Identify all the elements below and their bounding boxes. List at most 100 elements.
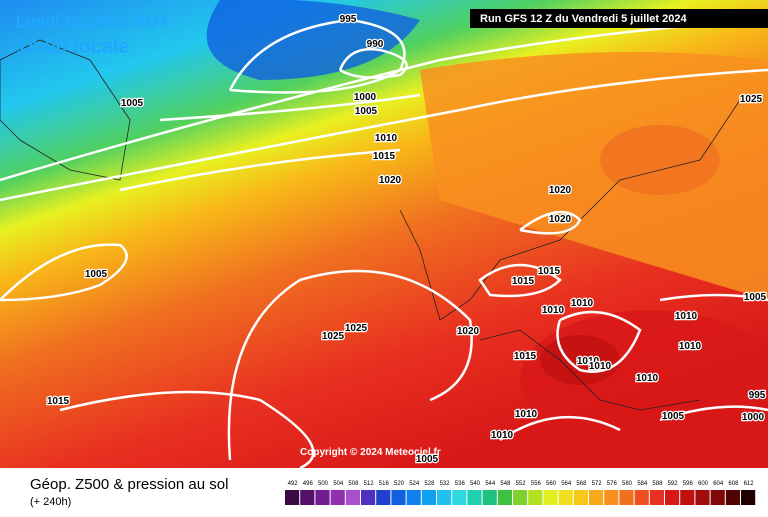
legend-tick-label: 520 (394, 481, 405, 487)
isobar-label: 1020 (549, 214, 572, 225)
legend-cell (589, 490, 604, 505)
isobar-label: 1015 (512, 276, 535, 287)
isobar-label: 1010 (375, 133, 398, 144)
legend-tick-label: 552 (516, 481, 527, 487)
isobar-label: 1010 (491, 430, 514, 441)
isobar-label: 1010 (589, 361, 612, 372)
isobar-label: 1005 (662, 411, 685, 422)
legend-tick-label: 588 (652, 481, 663, 487)
isobar-label: 1010 (571, 298, 594, 309)
legend-cell (391, 490, 406, 505)
isobar-label: 1010 (679, 341, 702, 352)
legend-tick-label: 612 (744, 481, 755, 487)
legend-tick-label: 604 (713, 481, 724, 487)
legend-tick-label: 572 (592, 481, 603, 487)
legend-cell (741, 490, 756, 505)
legend-cell (376, 490, 391, 505)
time: 14:00 locale (16, 36, 129, 58)
legend-cell (665, 490, 680, 505)
isobar-label: 1015 (47, 396, 70, 407)
isobar-label: 1010 (515, 409, 538, 420)
footer-title: Géop. Z500 & pression au sol (30, 476, 228, 493)
date: Lundi 15 juillet 2024 (16, 14, 168, 31)
legend-cell (513, 490, 528, 505)
legend-cell (452, 490, 467, 505)
legend-cell (406, 490, 421, 505)
legend-cell (330, 490, 345, 505)
legend-cell (467, 490, 482, 505)
legend-tick-label: 536 (455, 481, 466, 487)
legend-cell (573, 490, 588, 505)
isobar-label: 1020 (379, 175, 402, 186)
map (0, 0, 768, 470)
legend-tick-label: 500 (318, 481, 329, 487)
isobar-label: 1005 (121, 98, 144, 109)
legend-cell (497, 490, 512, 505)
legend-tick-label: 508 (348, 481, 359, 487)
isobar-label: 990 (367, 39, 384, 50)
legend-tick-label: 492 (288, 481, 299, 487)
legend-tick-label: 568 (576, 481, 587, 487)
legend-cell (285, 490, 300, 505)
legend-cell (528, 490, 543, 505)
legend-cell (482, 490, 497, 505)
legend-cell (604, 490, 619, 505)
legend-tick-label: 608 (728, 481, 739, 487)
legend-tick-label: 576 (607, 481, 618, 487)
isobar-label: 1010 (636, 373, 659, 384)
legend-tick-label: 544 (485, 481, 496, 487)
legend-cell (649, 490, 664, 505)
legend-cell (619, 490, 634, 505)
legend-cell (558, 490, 573, 505)
isobar-label: 1010 (675, 311, 698, 322)
legend-cell (345, 490, 360, 505)
legend-cell (543, 490, 558, 505)
legend-cell (315, 490, 330, 505)
isobar-label: 1005 (416, 454, 439, 465)
isobar-label: 1005 (355, 106, 378, 117)
isobar-label: 1000 (354, 92, 377, 103)
footer-lead: (+ 240h) (30, 496, 71, 508)
isobar-label: 1015 (538, 266, 561, 277)
legend: 492 496 500 504 508 512 516 520 524 528 532 536 540 5… (285, 481, 756, 505)
legend-tick-label: 548 (500, 481, 511, 487)
legend-cell (634, 490, 649, 505)
legend-tick-label: 556 (531, 481, 542, 487)
isobar-label: 1010 (577, 356, 600, 367)
legend-tick-label: 560 (546, 481, 557, 487)
legend-tick-label: 564 (561, 481, 572, 487)
legend-cell (710, 490, 725, 505)
legend-tick-label: 524 (409, 481, 420, 487)
run-box (470, 9, 768, 28)
isobar-label: 1005 (85, 269, 108, 280)
legend-tick-label: 592 (668, 481, 679, 487)
legend-tick-label: 496 (303, 481, 314, 487)
legend-cell (421, 490, 436, 505)
run: Run GFS 12 Z du Vendredi 5 juillet 2024 (480, 13, 687, 25)
isobar-label: 1015 (514, 351, 537, 362)
legend-tick-label: 600 (698, 481, 709, 487)
legend-cell (300, 490, 315, 505)
legend-cell (695, 490, 710, 505)
isobar-label: 1005 (744, 292, 767, 303)
isobar-label: 1010 (542, 305, 565, 316)
isobar-label: 1020 (457, 326, 480, 337)
legend-cell (725, 490, 740, 505)
isobar-label: 995 (749, 390, 766, 401)
legend-tick-label: 516 (379, 481, 390, 487)
copyright: Copyright © 2024 Meteociel.fr (300, 447, 441, 458)
isobar-label: 1025 (322, 331, 345, 342)
isobar-label: 995 (340, 14, 357, 25)
legend-cell (437, 490, 452, 505)
legend-tick-label: 532 (440, 481, 451, 487)
isobar-label: 1025 (345, 323, 368, 334)
legend-tick-label: 580 (622, 481, 633, 487)
legend-tick-label: 504 (333, 481, 344, 487)
legend-tick-label: 584 (637, 481, 648, 487)
isobar-label: 1000 (742, 412, 765, 423)
legend-tick-label: 528 (424, 481, 435, 487)
isobar-label: 1025 (740, 94, 763, 105)
legend-tick-label: 512 (364, 481, 375, 487)
legend-cell (361, 490, 376, 505)
